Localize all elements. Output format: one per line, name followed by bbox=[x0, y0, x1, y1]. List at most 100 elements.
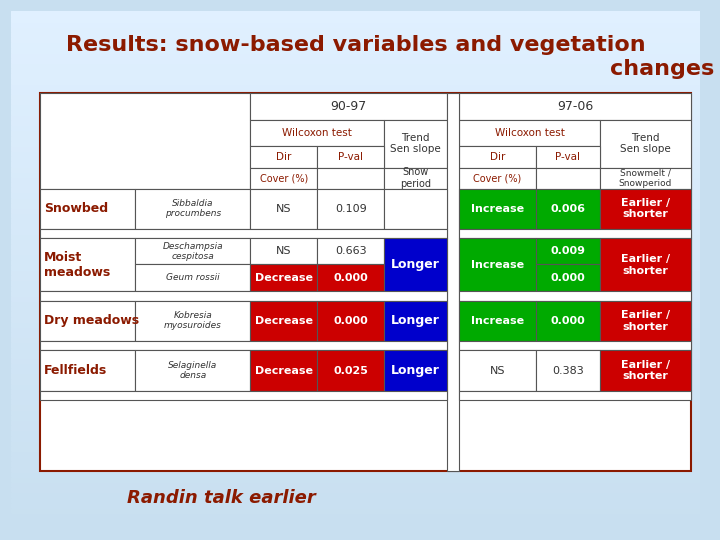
Bar bbox=[40, 341, 446, 350]
Text: Moist
meadows: Moist meadows bbox=[45, 251, 111, 279]
Bar bbox=[251, 120, 384, 146]
Bar bbox=[318, 146, 384, 167]
Text: Snow
period: Snow period bbox=[400, 167, 431, 189]
Bar bbox=[11, 115, 701, 120]
Bar bbox=[318, 188, 384, 229]
Bar bbox=[11, 156, 701, 161]
Bar bbox=[384, 350, 446, 391]
Bar bbox=[600, 301, 691, 341]
Bar bbox=[11, 374, 701, 379]
Bar bbox=[11, 487, 701, 492]
Bar bbox=[11, 389, 701, 394]
Text: Increase: Increase bbox=[471, 204, 524, 214]
Text: NS: NS bbox=[276, 204, 292, 214]
Bar bbox=[11, 306, 701, 312]
Bar bbox=[11, 508, 701, 513]
Bar bbox=[11, 280, 701, 286]
Text: Wilcoxon test: Wilcoxon test bbox=[282, 128, 352, 138]
Bar bbox=[11, 73, 701, 79]
Bar bbox=[459, 238, 536, 291]
Bar bbox=[11, 410, 701, 415]
Text: Longer: Longer bbox=[391, 364, 440, 377]
Text: Wilcoxon test: Wilcoxon test bbox=[495, 128, 564, 138]
Text: Snowbed: Snowbed bbox=[45, 202, 109, 215]
Bar bbox=[40, 188, 135, 229]
Bar bbox=[11, 104, 701, 110]
Bar bbox=[384, 120, 446, 167]
Bar bbox=[11, 89, 701, 94]
Bar bbox=[600, 238, 691, 291]
Bar bbox=[135, 238, 251, 264]
Bar bbox=[11, 37, 701, 43]
Text: 0.000: 0.000 bbox=[550, 316, 585, 326]
Bar bbox=[11, 58, 701, 63]
Bar bbox=[536, 264, 600, 291]
Bar bbox=[11, 198, 701, 202]
Bar bbox=[11, 353, 701, 358]
Bar bbox=[600, 120, 691, 167]
Text: Cover (%): Cover (%) bbox=[260, 173, 308, 183]
Text: Fellfields: Fellfields bbox=[45, 364, 107, 377]
Bar bbox=[11, 322, 701, 327]
Bar bbox=[11, 125, 701, 130]
Bar bbox=[11, 213, 701, 218]
Bar bbox=[251, 188, 318, 229]
Text: Earlier /
shorter: Earlier / shorter bbox=[621, 310, 670, 332]
Text: Cover (%): Cover (%) bbox=[473, 173, 521, 183]
Bar bbox=[11, 94, 701, 99]
Bar bbox=[11, 425, 701, 430]
Bar bbox=[11, 368, 701, 374]
Bar bbox=[11, 234, 701, 239]
Bar bbox=[459, 167, 536, 188]
Bar bbox=[11, 182, 701, 187]
Text: Sibbaldia
procumbens: Sibbaldia procumbens bbox=[165, 199, 221, 218]
Text: 90-97: 90-97 bbox=[330, 100, 366, 113]
Text: Selaginella
densa: Selaginella densa bbox=[168, 361, 217, 380]
Bar bbox=[11, 172, 701, 177]
Bar bbox=[11, 63, 701, 68]
Bar bbox=[11, 239, 701, 244]
Bar bbox=[11, 146, 701, 151]
Bar bbox=[446, 93, 459, 471]
Text: 97-06: 97-06 bbox=[557, 100, 593, 113]
Bar bbox=[11, 166, 701, 172]
Bar bbox=[459, 188, 536, 229]
Text: Snowmelt /
Snowperiod: Snowmelt / Snowperiod bbox=[618, 168, 672, 188]
Bar bbox=[11, 404, 701, 410]
Bar bbox=[536, 238, 600, 264]
Bar bbox=[11, 192, 701, 198]
Bar bbox=[11, 187, 701, 192]
Text: Results: snow-based variables and vegetation: Results: snow-based variables and vegeta… bbox=[66, 35, 645, 55]
Bar bbox=[251, 167, 318, 188]
Bar bbox=[11, 441, 701, 446]
Bar bbox=[11, 327, 701, 332]
Text: 0.109: 0.109 bbox=[335, 204, 366, 214]
Bar bbox=[40, 93, 251, 188]
Text: Trend
Sen slope: Trend Sen slope bbox=[620, 133, 671, 154]
Bar bbox=[384, 167, 446, 188]
Bar bbox=[318, 301, 384, 341]
Bar bbox=[536, 301, 600, 341]
Bar bbox=[536, 350, 600, 391]
Bar bbox=[11, 420, 701, 425]
Text: NS: NS bbox=[490, 366, 505, 376]
Bar bbox=[384, 188, 446, 229]
Bar bbox=[384, 301, 446, 341]
Bar bbox=[11, 228, 701, 234]
Bar bbox=[135, 301, 251, 341]
Text: NS: NS bbox=[276, 246, 292, 256]
Text: Earlier /
shorter: Earlier / shorter bbox=[621, 198, 670, 219]
Text: 0.006: 0.006 bbox=[550, 204, 585, 214]
Bar bbox=[11, 399, 701, 404]
Bar bbox=[11, 141, 701, 146]
Bar bbox=[11, 467, 701, 472]
Text: Dir: Dir bbox=[490, 152, 505, 162]
Bar bbox=[11, 461, 701, 467]
Bar bbox=[11, 316, 701, 322]
Bar bbox=[11, 482, 701, 487]
Text: Increase: Increase bbox=[471, 260, 524, 270]
Bar bbox=[459, 301, 536, 341]
Text: 0.025: 0.025 bbox=[333, 366, 369, 376]
Bar bbox=[40, 238, 135, 291]
Bar bbox=[11, 79, 701, 84]
